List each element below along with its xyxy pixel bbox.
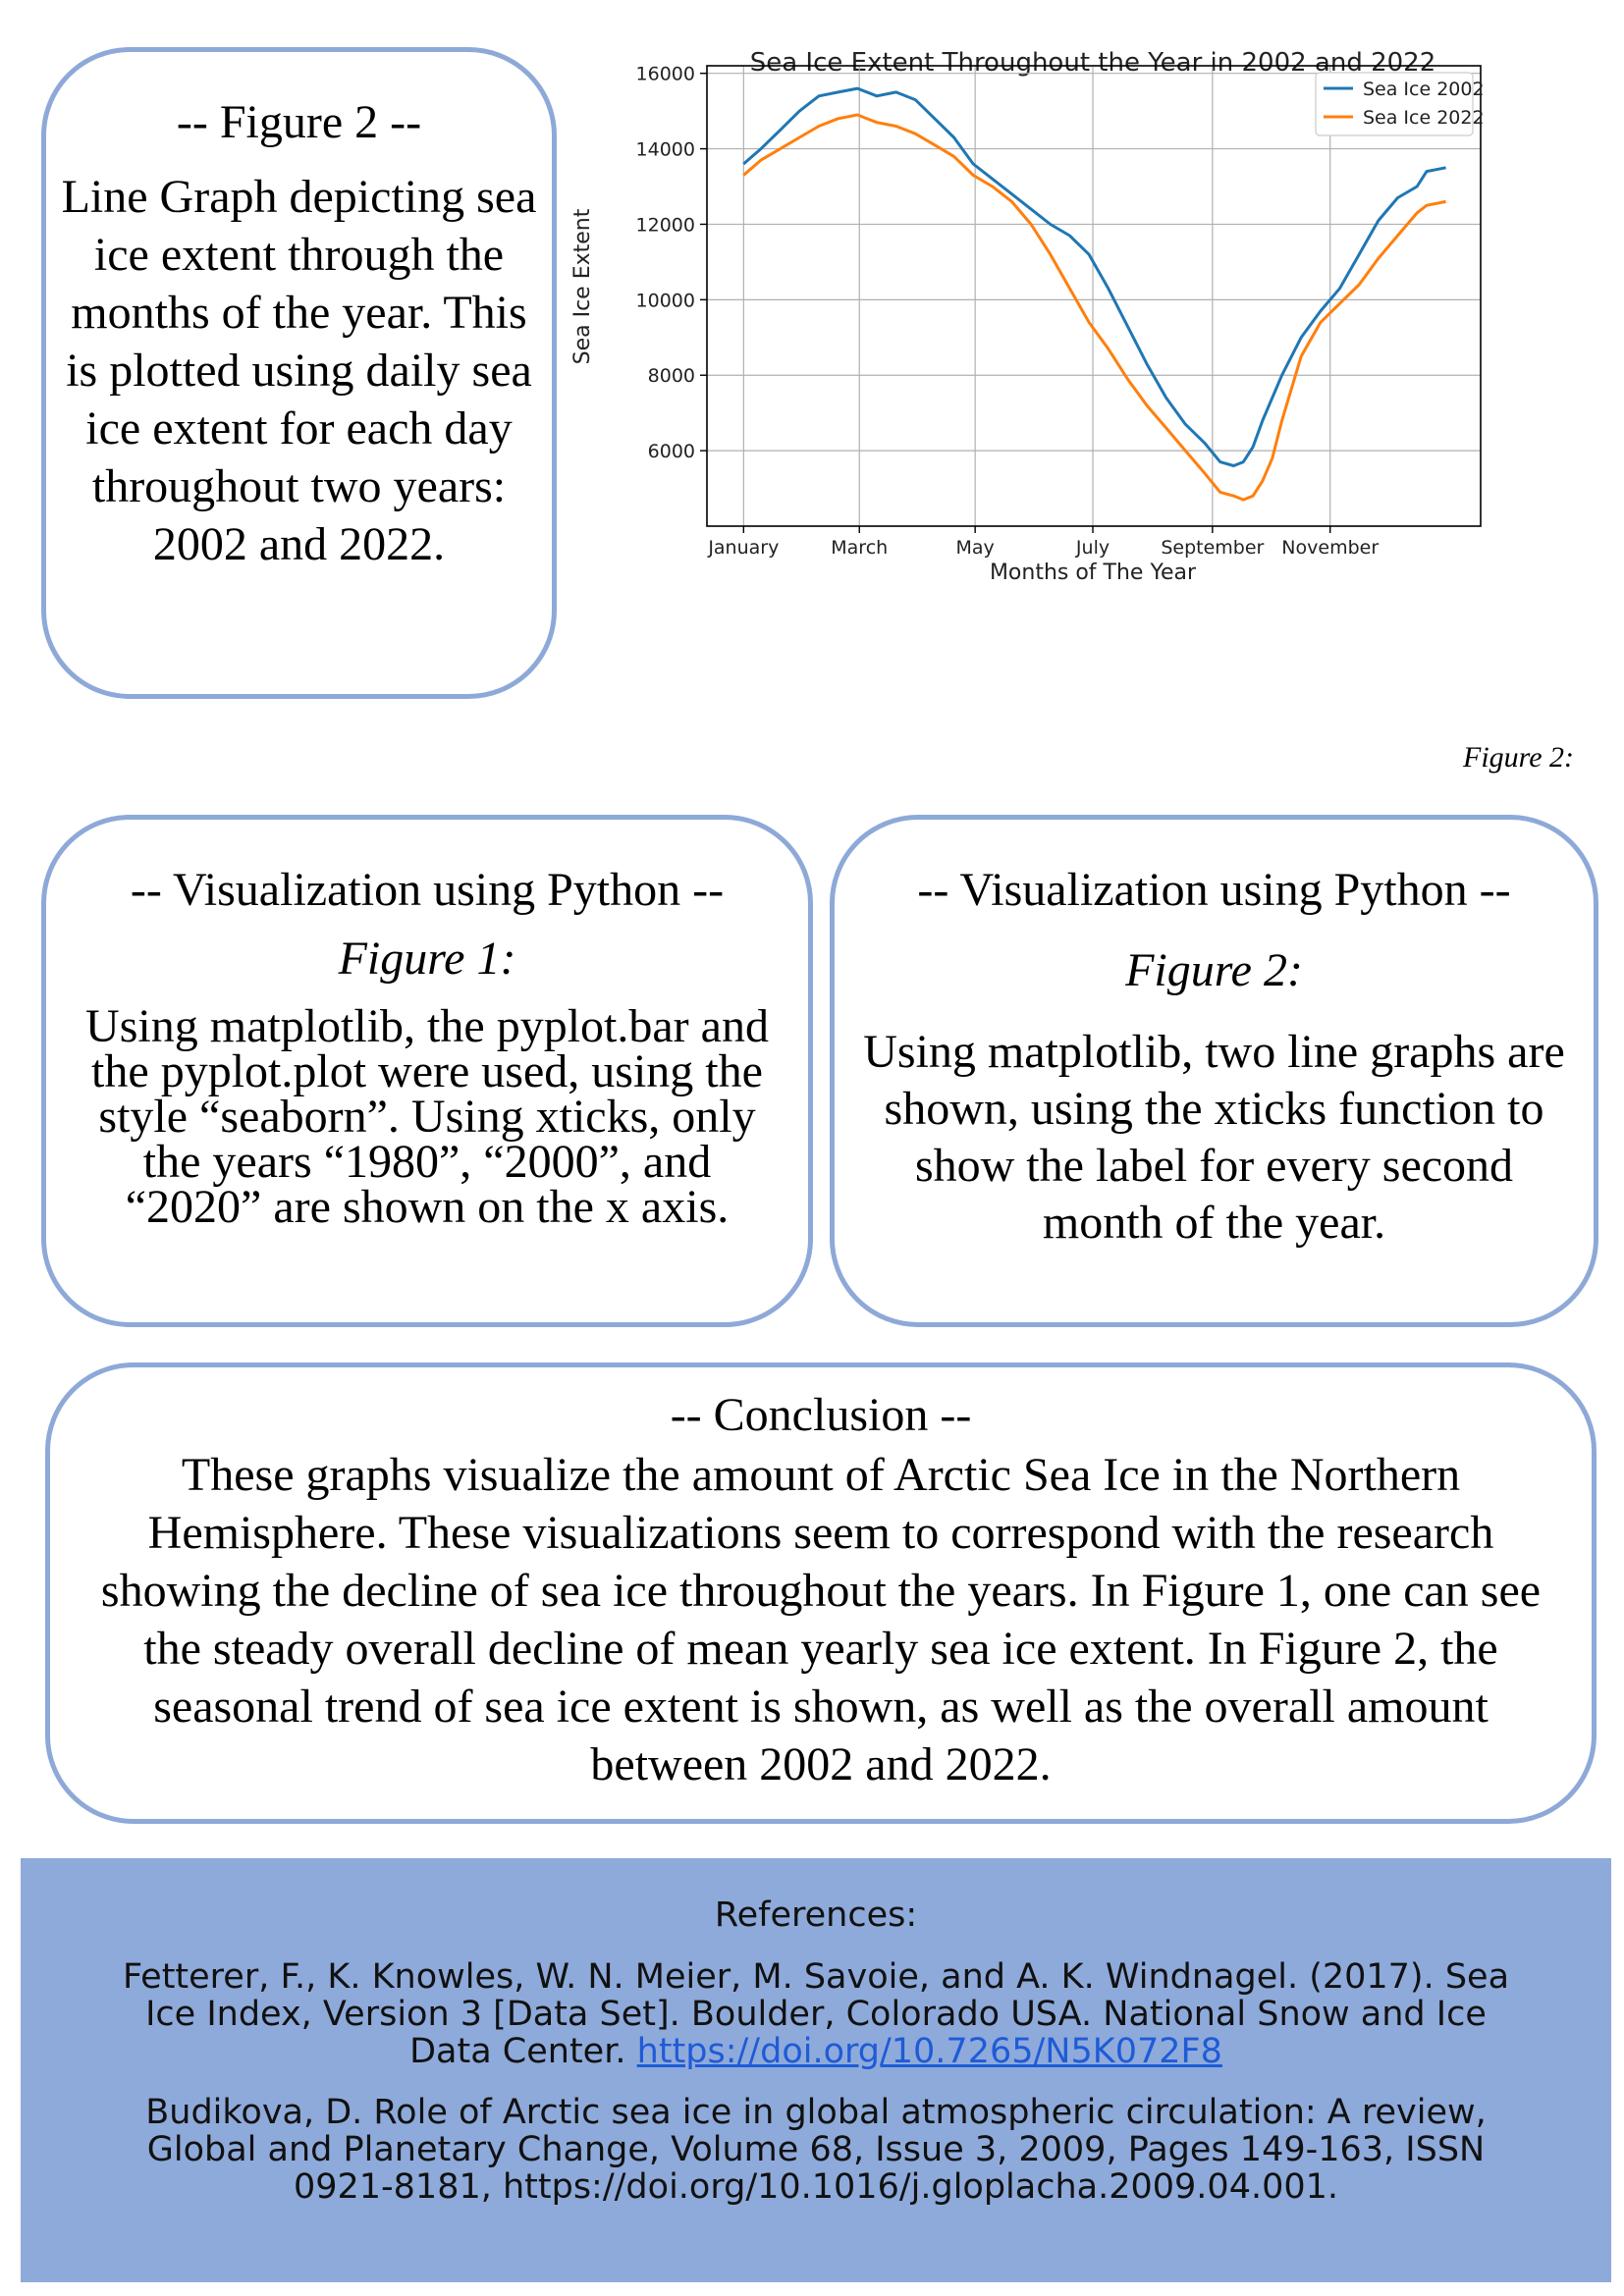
x-tick-label: November [1281, 537, 1379, 559]
reference-1: Fetterer, F., K. Knowles, W. N. Meier, M… [99, 1958, 1533, 2070]
x-axis-label: Months of The Year [990, 561, 1197, 585]
visualization-figure1-box: -- Visualization using Python -- Figure … [41, 815, 813, 1327]
figure2-box-title: -- Figure 2 -- [176, 96, 422, 148]
y-tick-label: 8000 [648, 365, 695, 387]
sea-ice-line-chart: Sea Ice Extent Throughout the Year in 20… [570, 48, 1485, 585]
chart-series [742, 86, 1446, 502]
figure-caption: Figure 2: [1463, 741, 1575, 774]
x-tick-label: July [1075, 537, 1110, 559]
conclusion-box: -- Conclusion -- These graphs visualize … [45, 1362, 1597, 1824]
series-line-0 [742, 86, 1446, 467]
legend-label-2022: Sea Ice 2022 [1363, 107, 1485, 129]
conclusion-text: These graphs visualize the amount of Arc… [100, 1449, 1542, 1790]
x-tick-label: September [1161, 537, 1264, 559]
conclusion-title: -- Conclusion -- [670, 1389, 972, 1441]
y-axis-label: Sea Ice Extent [570, 208, 595, 364]
chart-grid [707, 66, 1481, 526]
figure2-description-box: -- Figure 2 -- Line Graph depicting sea … [41, 47, 557, 699]
y-tick-label: 16000 [636, 64, 695, 85]
y-tick-label: 10000 [636, 290, 695, 311]
viz2-title: -- Visualization using Python -- [917, 864, 1511, 916]
series-line-1 [742, 113, 1446, 502]
references-title: References: [714, 1896, 918, 1935]
figure2-box-text: Line Graph depicting sea ice extent thro… [61, 171, 537, 570]
reference-1-doi-link[interactable]: https://doi.org/10.7265/N5K072F8 [636, 2032, 1222, 2071]
legend-label-2002: Sea Ice 2002 [1363, 79, 1485, 100]
viz1-subtitle: Figure 1: [338, 933, 516, 985]
references-panel: References: Fetterer, F., K. Knowles, W.… [21, 1858, 1611, 2282]
y-tick-label: 12000 [636, 214, 695, 236]
chart-legend: Sea Ice 2002 Sea Ice 2022 [1315, 72, 1485, 136]
plot-area-frame [706, 65, 1482, 527]
reference-1-text: Fetterer, F., K. Knowles, W. N. Meier, M… [122, 1957, 1510, 2071]
x-tick-label: March [831, 537, 888, 559]
chart-ticks: January March May July September November 6000… [636, 64, 1380, 559]
x-tick-label: January [707, 537, 779, 559]
viz1-title: -- Visualization using Python -- [130, 864, 725, 916]
y-tick-label: 14000 [636, 139, 695, 161]
viz1-text: Using matplotlib, the pyplot.bar and the… [85, 1000, 769, 1233]
reference-2: Budikova, D. Role of Arctic sea ice in g… [145, 2093, 1487, 2207]
visualization-figure2-box: -- Visualization using Python -- Figure … [830, 815, 1598, 1327]
viz2-text: Using matplotlib, two line graphs are sh… [863, 1026, 1565, 1249]
y-tick-label: 6000 [648, 441, 695, 462]
viz2-subtitle: Figure 2: [1125, 944, 1303, 996]
x-tick-label: May [956, 537, 995, 559]
